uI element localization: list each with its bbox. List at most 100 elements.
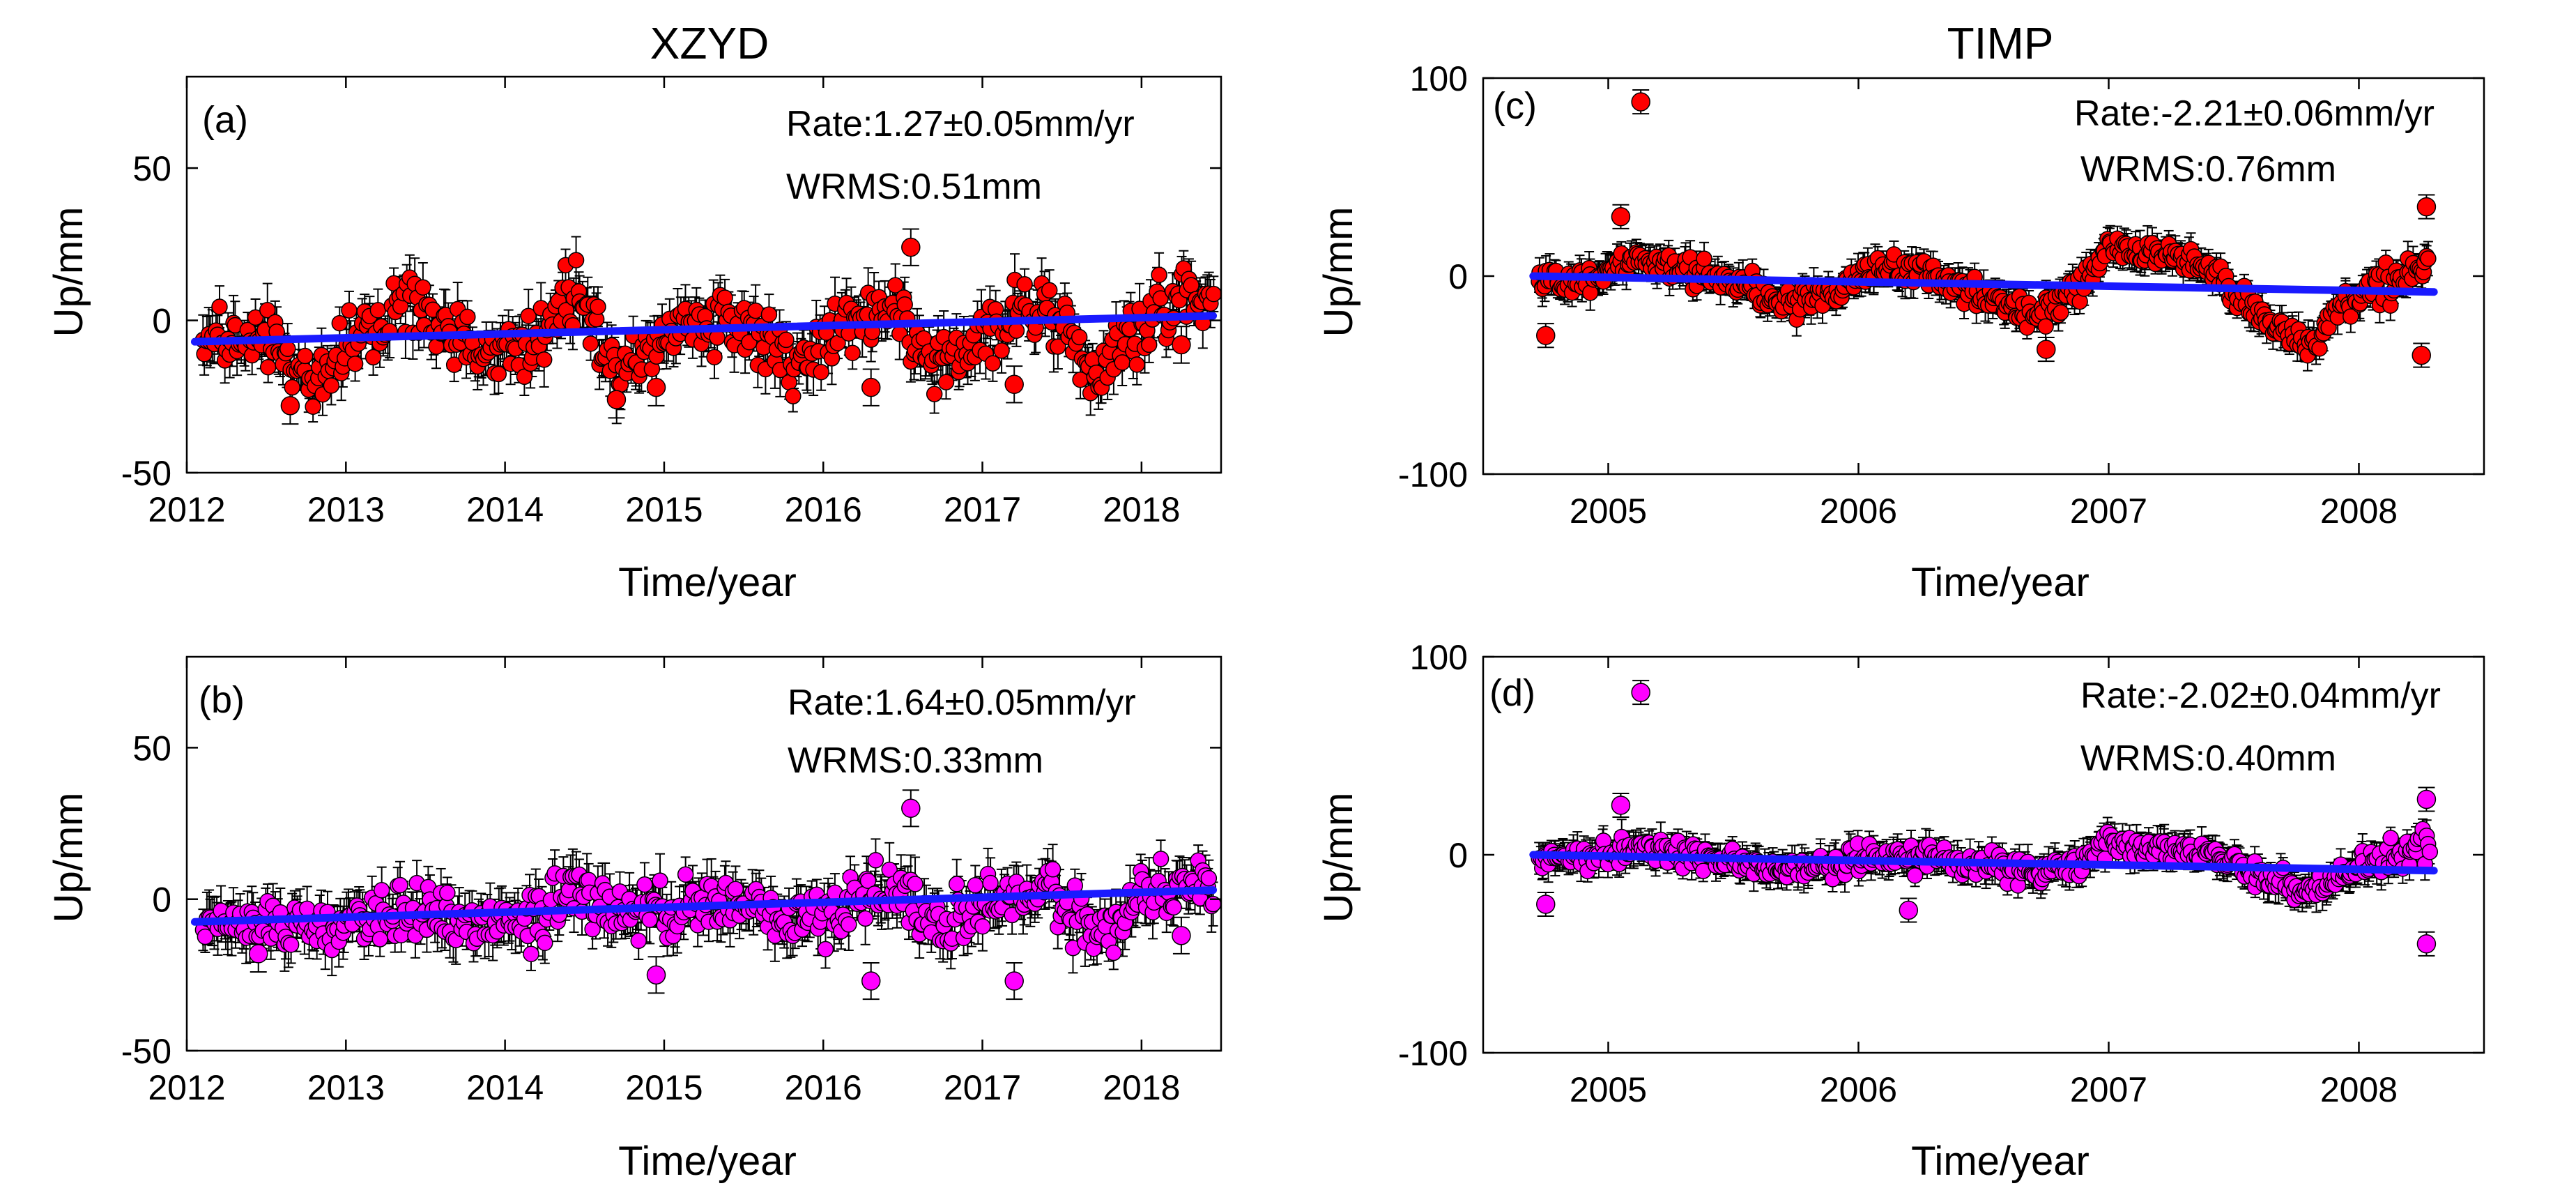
data-point bbox=[813, 363, 829, 381]
data-point bbox=[373, 882, 390, 899]
outlier-point bbox=[646, 965, 666, 985]
outlier-point bbox=[901, 237, 921, 257]
data-point bbox=[727, 881, 744, 897]
x-axis-label-a: Time/year bbox=[618, 560, 797, 605]
data-point bbox=[590, 298, 606, 315]
data-point bbox=[520, 307, 537, 324]
data-point bbox=[1151, 266, 1167, 283]
column-title-xzyd: XZYD bbox=[650, 18, 769, 68]
data-point bbox=[974, 918, 991, 935]
data-point bbox=[785, 388, 802, 404]
data-point bbox=[844, 344, 861, 361]
data-point bbox=[445, 356, 463, 373]
x-tick-label: 2014 bbox=[466, 1068, 544, 1107]
outlier-point bbox=[1172, 335, 1191, 355]
data-point bbox=[392, 876, 408, 894]
data-point bbox=[1152, 851, 1170, 867]
data-point bbox=[305, 398, 321, 415]
data-point bbox=[490, 365, 507, 383]
data-point bbox=[298, 900, 316, 918]
data-point bbox=[867, 852, 884, 869]
data-point bbox=[747, 302, 764, 319]
y-tick-label: -50 bbox=[121, 1032, 171, 1071]
x-tick-label: 2018 bbox=[1103, 490, 1180, 529]
y-tick-label: 0 bbox=[152, 302, 171, 341]
data-point bbox=[1128, 356, 1146, 373]
data-point bbox=[652, 872, 668, 889]
data-layer-a bbox=[190, 228, 1221, 425]
panel-b: 2012 2013 2014 2015 2016 2017 2018 -50 0 50 (b) R… bbox=[46, 655, 1222, 1184]
data-point bbox=[296, 347, 314, 365]
y-tick-label: 50 bbox=[132, 729, 171, 768]
data-point bbox=[279, 340, 296, 358]
data-point bbox=[346, 356, 364, 372]
data-point bbox=[439, 884, 456, 902]
data-point bbox=[967, 876, 984, 894]
y-tick-label: -50 bbox=[121, 454, 171, 493]
column-title-timp: TIMP bbox=[1947, 18, 2054, 68]
data-layer-c bbox=[1529, 89, 2438, 372]
data-point bbox=[1008, 322, 1025, 339]
data-point bbox=[926, 386, 943, 402]
data-point bbox=[1200, 869, 1218, 887]
data-layer-b bbox=[190, 789, 1221, 1001]
data-point bbox=[1044, 861, 1061, 878]
data-point bbox=[1183, 277, 1199, 294]
trend-line-a bbox=[190, 312, 1218, 346]
data-point bbox=[677, 866, 694, 883]
x-tick-label: 2013 bbox=[307, 490, 385, 529]
x-tick-label: 2015 bbox=[625, 490, 703, 529]
x-tick-label: 2012 bbox=[148, 1068, 225, 1107]
data-point bbox=[857, 910, 874, 927]
data-point bbox=[641, 911, 658, 928]
data-point bbox=[247, 309, 264, 326]
data-point bbox=[1165, 899, 1182, 916]
trend-line-b bbox=[190, 886, 1218, 926]
data-point bbox=[284, 379, 300, 396]
data-point bbox=[907, 876, 923, 892]
outlier-point bbox=[606, 390, 627, 409]
data-point bbox=[369, 302, 387, 319]
x-tick-label: 2018 bbox=[1103, 1068, 1180, 1107]
y-axis-label-a: Up/mm bbox=[46, 207, 91, 337]
data-points-a bbox=[194, 237, 1221, 416]
outlier-point bbox=[646, 377, 666, 397]
data-point bbox=[415, 279, 431, 296]
data-point bbox=[459, 308, 476, 326]
data-point bbox=[636, 876, 653, 893]
data-point bbox=[887, 277, 904, 294]
wrms-annotation-b: WRMS:0.33mm bbox=[788, 740, 1043, 781]
data-point bbox=[1140, 336, 1158, 353]
data-point bbox=[323, 377, 340, 394]
data-point bbox=[1016, 276, 1033, 293]
axes-frame-b bbox=[185, 655, 1222, 1052]
outlier-point bbox=[901, 798, 921, 819]
rate-annotation-b: Rate:1.64±0.05mm/yr bbox=[788, 683, 1136, 723]
outlier-point bbox=[861, 377, 881, 397]
x-axis-label-b: Time/year bbox=[618, 1139, 797, 1184]
data-point bbox=[1205, 285, 1221, 303]
plot-area-b: 2012 2013 2014 2015 2016 2017 2018 -50 0 50 bbox=[121, 655, 1222, 1107]
rate-annotation-a: Rate:1.27±0.05mm/yr bbox=[786, 104, 1135, 144]
data-point bbox=[706, 349, 723, 365]
data-point bbox=[567, 252, 585, 268]
x-tick-label: 2017 bbox=[944, 490, 1021, 529]
outlier-point bbox=[1172, 926, 1191, 945]
data-point bbox=[716, 289, 733, 306]
y-axis-label-b: Up/mm bbox=[46, 793, 91, 923]
data-point bbox=[259, 302, 276, 319]
data-point bbox=[841, 916, 857, 933]
panel-label-a: (a) bbox=[202, 99, 248, 141]
data-point bbox=[1105, 944, 1122, 961]
data-point bbox=[937, 374, 955, 390]
data-point bbox=[523, 945, 539, 962]
x-tick-label: 2013 bbox=[307, 1068, 385, 1107]
axes-frame-a bbox=[185, 75, 1222, 474]
data-point bbox=[371, 931, 388, 948]
data-point bbox=[859, 872, 877, 890]
y-tick-label: 0 bbox=[152, 881, 171, 920]
data-point bbox=[1041, 282, 1058, 299]
panel-label-b: (b) bbox=[199, 679, 245, 721]
